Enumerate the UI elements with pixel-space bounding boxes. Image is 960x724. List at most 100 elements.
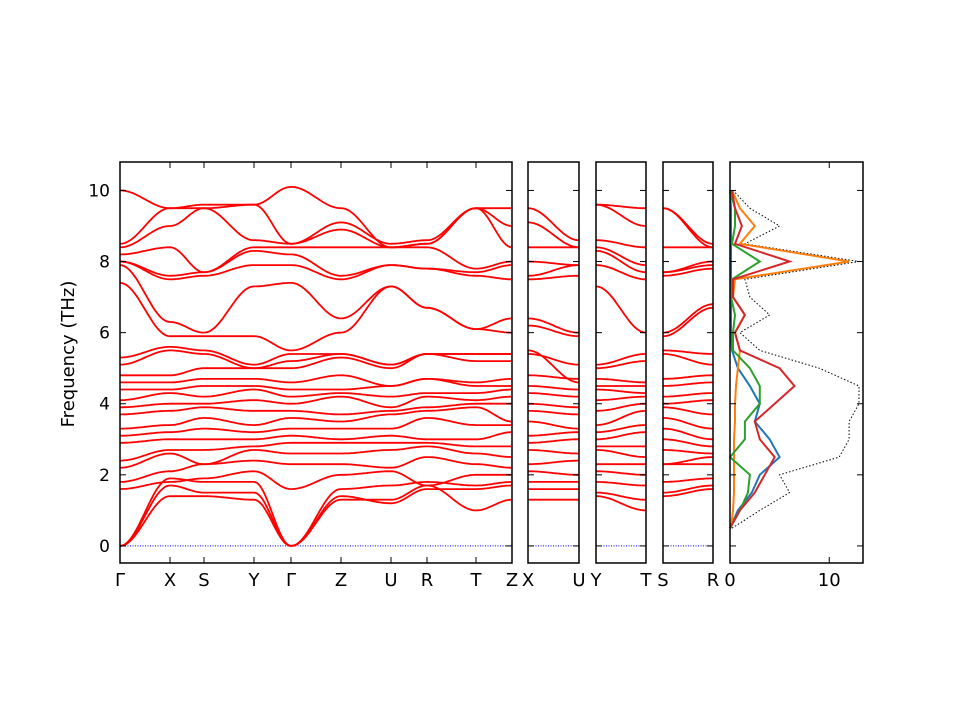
x-tick-label: X (164, 570, 176, 591)
band-10 (120, 402, 512, 416)
band-11 (120, 395, 512, 409)
band-1 (663, 484, 713, 494)
band-14 (528, 353, 579, 366)
band-20 (663, 260, 714, 274)
band-10 (663, 399, 713, 405)
band-16 (596, 353, 646, 366)
band-14 (596, 378, 646, 384)
x-tick-label: Γ (286, 570, 296, 591)
x-tick-label: U (572, 570, 585, 591)
dos-panel: 0 10 (724, 161, 864, 591)
band-5 (596, 449, 647, 458)
band-2 (663, 477, 713, 483)
band-16 (662, 306, 714, 338)
band-4 (662, 456, 713, 466)
band-7 (528, 431, 579, 437)
band-21 (119, 250, 512, 277)
band-7 (120, 431, 512, 444)
band-6 (528, 438, 579, 444)
band-25 (119, 189, 512, 249)
band-11 (528, 392, 579, 398)
band-16 (527, 324, 580, 338)
band-17 (120, 346, 512, 366)
band-7 (596, 431, 646, 441)
band-9 (663, 406, 713, 416)
band-3 (596, 470, 646, 476)
band-12 (120, 388, 512, 402)
band-12 (596, 388, 646, 394)
band-5 (120, 445, 513, 469)
band-16 (120, 349, 512, 370)
y-tick-label: 8 (99, 253, 110, 273)
band-4 (120, 456, 512, 483)
y-tick-label: 2 (99, 466, 110, 486)
band-20 (527, 260, 579, 266)
band-18 (662, 267, 714, 277)
band-19 (595, 250, 647, 274)
band-panel-0: Γ X S Y Γ Z U R T Z 0 2 4 6 8 10 (88, 161, 518, 591)
band-8 (528, 420, 579, 430)
band-12 (662, 381, 713, 387)
x-tick-label: T (470, 570, 483, 591)
band-19 (527, 264, 579, 277)
band-13 (120, 378, 512, 391)
band-18 (595, 264, 646, 281)
band-22 (527, 221, 580, 249)
band-8 (120, 417, 512, 437)
band-14 (120, 374, 512, 387)
dos-series-4 (729, 190, 796, 529)
band-13 (662, 374, 713, 380)
band-0 (119, 484, 513, 547)
band-22 (595, 203, 647, 227)
dos-series-2 (730, 189, 850, 529)
band-9 (527, 409, 579, 416)
x-tick-label: Z (335, 570, 347, 591)
band-5 (528, 449, 579, 455)
panel-frame (119, 161, 513, 564)
band-11 (663, 392, 713, 398)
band-20 (595, 246, 647, 266)
band-18 (528, 274, 579, 281)
band-23 (662, 207, 714, 245)
dos-series-3 (728, 190, 762, 529)
band-8 (663, 417, 713, 430)
band-1 (596, 491, 646, 501)
band-23 (527, 207, 580, 242)
band-15 (596, 360, 646, 370)
x-tick-label: S (657, 570, 668, 591)
dos-series-0 (731, 190, 860, 529)
band-6 (663, 438, 713, 448)
band-20 (119, 260, 512, 281)
band-17 (527, 317, 579, 334)
band-15 (120, 353, 512, 377)
x-tick-label: R (707, 570, 720, 591)
dos-series-1 (729, 190, 781, 529)
band-1 (119, 484, 512, 547)
dos-frame (729, 161, 864, 564)
dos-x-tick-label: 10 (818, 570, 841, 591)
band-18 (119, 282, 512, 352)
x-tick-label: Z (506, 570, 518, 591)
band-9 (595, 409, 647, 426)
y-tick-label: 4 (99, 395, 110, 415)
x-tick-label: X (522, 570, 534, 591)
band-9 (120, 406, 512, 430)
band-5 (663, 449, 713, 455)
panel-frame (662, 161, 714, 564)
band-4 (528, 459, 579, 466)
band-10 (527, 402, 579, 409)
band-12 (528, 385, 579, 391)
band-11 (596, 395, 646, 402)
band-17 (662, 303, 714, 334)
band-23 (119, 207, 513, 249)
band-3 (528, 470, 579, 476)
band-7 (662, 427, 714, 441)
band-21 (596, 239, 646, 249)
band-19 (119, 264, 513, 334)
y-tick-label: 10 (88, 181, 110, 201)
y-axis-label: Frequency (THz) (58, 281, 79, 428)
band-0 (596, 495, 647, 512)
